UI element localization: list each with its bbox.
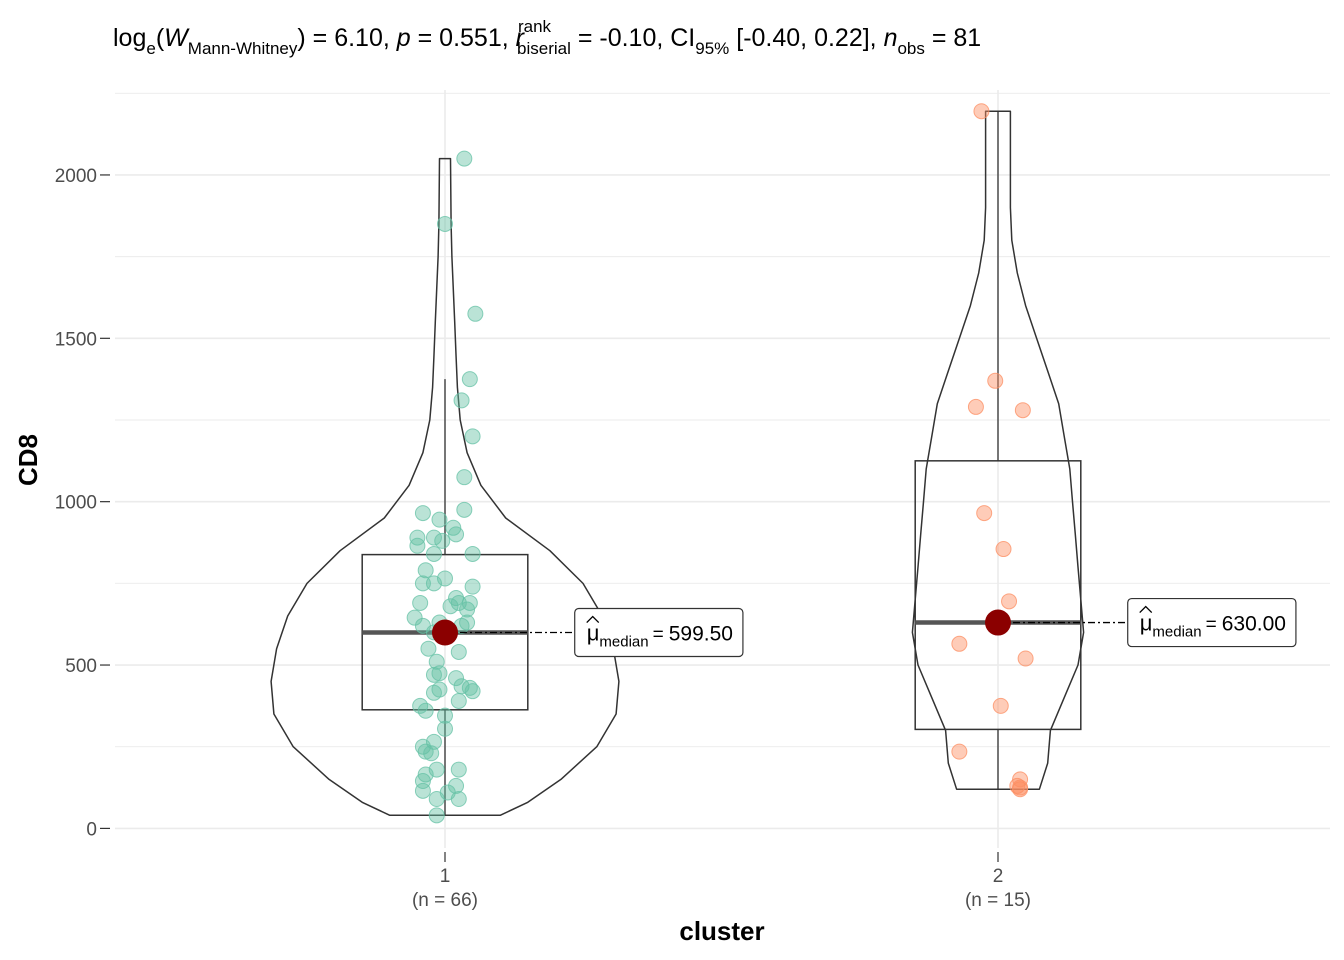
- data-point: [967, 398, 984, 415]
- data-point: [442, 598, 459, 615]
- x-tick-n-label: (n = 66): [412, 890, 478, 911]
- data-point: [409, 537, 426, 554]
- data-point: [437, 720, 453, 737]
- data-point: [448, 777, 465, 794]
- data-point: [464, 428, 481, 445]
- x-tick-label: 1: [440, 866, 451, 887]
- data-point: [1017, 650, 1034, 667]
- data-point: [437, 570, 453, 587]
- data-point: [450, 790, 467, 807]
- data-point: [412, 594, 429, 611]
- data-point: [417, 702, 434, 719]
- data-point: [437, 707, 453, 724]
- data-point: [423, 745, 440, 762]
- data-point: [461, 371, 478, 388]
- median-label: μmedian = 630.00: [1127, 597, 1297, 648]
- data-point: [431, 665, 448, 682]
- data-point: [1012, 781, 1029, 798]
- data-point: [409, 529, 426, 546]
- data-point: [1014, 402, 1031, 419]
- data-point: [450, 643, 467, 660]
- violins: [270, 110, 1085, 817]
- data-point: [425, 666, 442, 683]
- data-point: [406, 609, 423, 626]
- data-points: [406, 103, 1034, 824]
- data-point: [459, 614, 476, 631]
- violin-1: [270, 157, 620, 817]
- x-tick-label: 2: [993, 866, 1004, 887]
- violin-2: [911, 110, 1085, 790]
- data-point: [414, 505, 431, 522]
- data-point: [448, 670, 465, 687]
- box-2: [914, 460, 1082, 731]
- data-point: [420, 640, 437, 657]
- data-point: [450, 692, 467, 709]
- data-point: [453, 392, 470, 409]
- data-point: [973, 103, 990, 120]
- median-label: μmedian = 599.50: [574, 607, 744, 658]
- y-axis-title: CD8: [13, 434, 43, 486]
- data-point: [987, 372, 1004, 389]
- data-point: [437, 215, 453, 232]
- data-point: [417, 562, 434, 579]
- data-point: [414, 738, 431, 755]
- data-point: [976, 505, 993, 522]
- data-point: [456, 501, 473, 518]
- data-point: [414, 782, 431, 799]
- data-point: [951, 635, 968, 652]
- data-point: [1001, 593, 1018, 610]
- data-point: [428, 790, 445, 807]
- data-point: [428, 807, 445, 824]
- data-point: [456, 469, 473, 486]
- data-point: [450, 761, 467, 778]
- data-point: [417, 743, 434, 760]
- data-point: [459, 601, 476, 618]
- data-point: [414, 575, 431, 592]
- y-tick-label: 1500: [55, 329, 97, 350]
- x-axis-ticks: 1 (n = 66) 2 (n = 15): [412, 852, 1031, 911]
- y-axis-ticks: 0 500 1000 1500 2000: [55, 166, 110, 840]
- median-markers: μmedian = 599.50 μmedian = 630.00: [432, 597, 1297, 658]
- data-point: [464, 545, 481, 562]
- data-point: [467, 305, 484, 322]
- data-point: [434, 532, 451, 549]
- y-tick-label: 0: [86, 819, 97, 840]
- data-point: [425, 545, 442, 562]
- median-point: [985, 609, 1011, 636]
- data-point: [464, 578, 481, 595]
- data-point: [456, 150, 473, 167]
- y-tick-label: 2000: [55, 166, 97, 187]
- data-point: [425, 529, 442, 546]
- chart-title: loge(WMann-Whitney) = 6.10, p = 0.551, r…: [113, 17, 981, 58]
- svg-text:μmedian=630.00: μmedian = 630.00: [1140, 611, 1286, 641]
- data-point: [464, 683, 481, 700]
- y-tick-label: 1000: [55, 493, 97, 514]
- y-tick-label: 500: [65, 656, 97, 677]
- data-point: [450, 594, 467, 611]
- data-point: [448, 526, 465, 543]
- data-point: [992, 697, 1009, 714]
- data-point: [425, 684, 442, 701]
- median-point: [432, 619, 458, 646]
- data-point: [951, 743, 968, 760]
- grid-lines: [115, 90, 1330, 848]
- data-point: [995, 541, 1012, 558]
- data-point: [431, 511, 448, 528]
- x-tick-n-label: (n = 15): [965, 890, 1031, 911]
- x-axis-title: cluster: [679, 916, 764, 946]
- boxplots: [361, 111, 1082, 816]
- svg-text:μmedian=599.50: μmedian = 599.50: [587, 621, 733, 651]
